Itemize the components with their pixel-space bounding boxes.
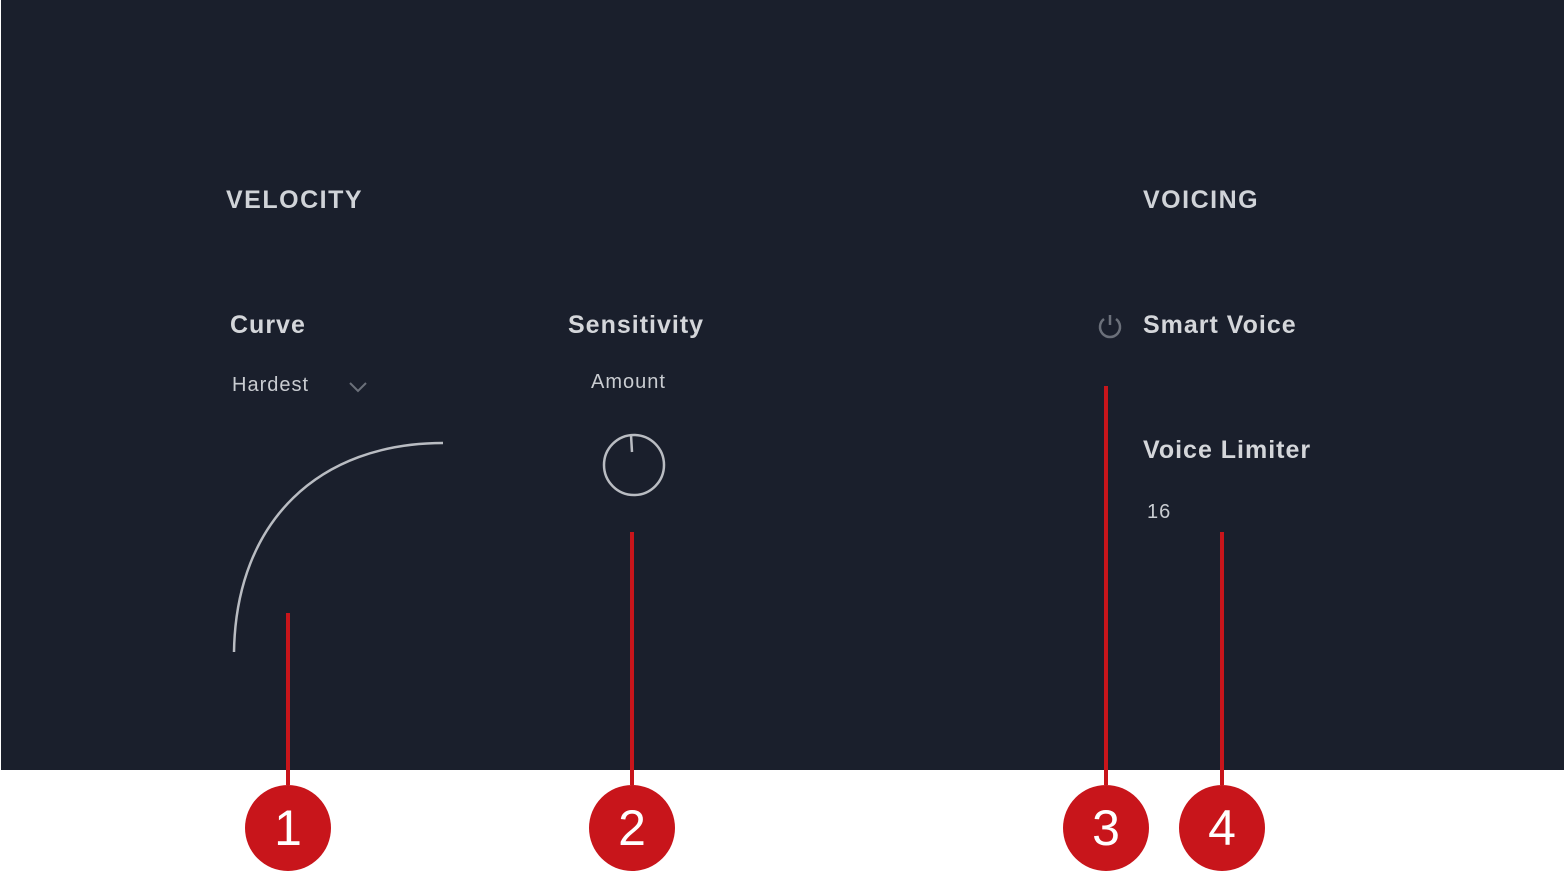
- voice-limiter-value[interactable]: 16: [1147, 501, 1172, 523]
- voice-limiter-label: Voice Limiter: [1143, 436, 1312, 464]
- power-icon[interactable]: [1096, 312, 1124, 340]
- curve-label: Curve: [230, 311, 306, 339]
- amount-knob[interactable]: [600, 431, 668, 499]
- voicing-section-title: VOICING: [1143, 186, 1260, 214]
- smart-voice-label[interactable]: Smart Voice: [1143, 311, 1297, 339]
- callout-badge-1: 1: [245, 785, 331, 871]
- curve-selected-value: Hardest: [232, 374, 310, 396]
- chevron-down-icon: [349, 382, 367, 393]
- callout-badge-3: 3: [1063, 785, 1149, 871]
- callout-badge-2: 2: [589, 785, 675, 871]
- sensitivity-label: Sensitivity: [568, 311, 705, 339]
- callout-line-4: [1220, 532, 1224, 785]
- callout-line-1: [286, 613, 290, 785]
- callout-line-3: [1104, 386, 1108, 785]
- amount-label: Amount: [591, 371, 666, 393]
- callout-line-2: [630, 532, 634, 785]
- velocity-section-title: VELOCITY: [226, 186, 364, 214]
- callout-badge-4: 4: [1179, 785, 1265, 871]
- curve-dropdown[interactable]: Hardest: [230, 372, 375, 402]
